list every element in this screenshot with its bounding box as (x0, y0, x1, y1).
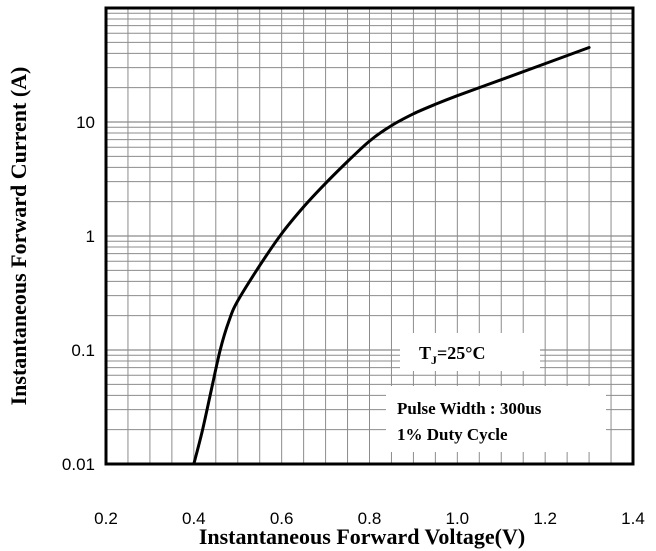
temp-rest: =25°C (437, 343, 485, 363)
y-tick-label: 0.1 (71, 341, 95, 360)
x-axis-title: Instantaneous Forward Voltage(V) (199, 524, 525, 549)
x-tick-label: 1.0 (446, 509, 470, 528)
x-tick-label: 0.4 (182, 509, 206, 528)
x-tick-label: 0.2 (94, 509, 118, 528)
y-tick-label: 0.01 (62, 455, 95, 474)
x-tick-label: 0.8 (358, 509, 382, 528)
pulse-info-box (386, 386, 606, 452)
duty-cycle-label: 1% Duty Cycle (397, 425, 508, 444)
y-tick-labels: 0.01 0.1 1 10 (62, 113, 95, 474)
horizontal-gridlines (106, 12, 633, 431)
x-tick-labels: 0.2 0.4 0.6 0.8 1.0 1.2 1.4 (94, 509, 645, 528)
y-tick-label: 1 (86, 227, 95, 246)
temperature-label: TJ=25°C (419, 343, 485, 367)
y-axis-title: Instantaneous Forward Current (A) (6, 67, 31, 406)
x-tick-label: 1.2 (533, 509, 557, 528)
temperature-label-box (400, 333, 540, 371)
pulse-width-label: Pulse Width : 300us (397, 399, 542, 418)
forward-current-curve (192, 46, 591, 466)
x-tick-label: 1.4 (621, 509, 645, 528)
temp-sub: J (431, 353, 437, 367)
x-tick-label: 0.6 (270, 509, 294, 528)
y-tick-label: 10 (76, 113, 95, 132)
temp-main: T (419, 343, 431, 363)
plot-frame (104, 6, 635, 466)
